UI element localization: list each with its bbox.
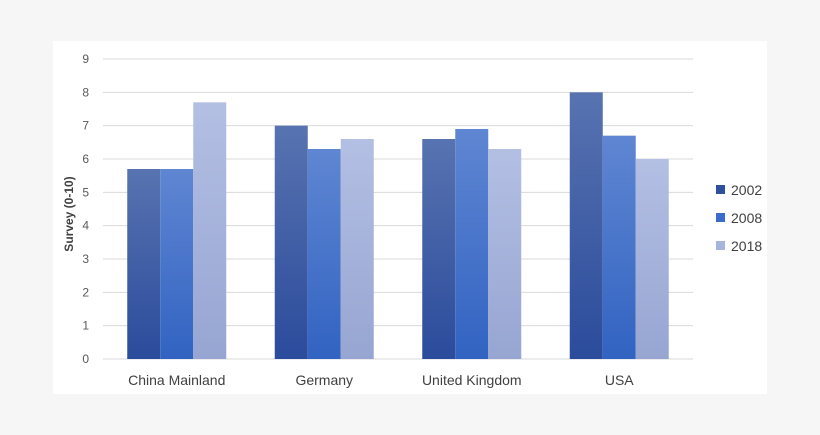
bar-2008-usa <box>602 135 636 359</box>
x-category-label: USA <box>605 372 634 388</box>
bar-2002-china-mainland <box>127 169 161 359</box>
legend-swatch <box>716 213 725 222</box>
y-tick-label: 7 <box>82 119 89 133</box>
x-category-label: United Kingdom <box>422 372 522 388</box>
y-tick-label: 4 <box>82 219 89 233</box>
x-category-label: China Mainland <box>128 372 225 388</box>
bar-2002-germany <box>274 125 308 360</box>
bar-2008-china-mainland <box>160 169 194 359</box>
x-category-label: Germany <box>295 372 353 388</box>
y-tick-label: 6 <box>82 152 89 166</box>
y-tick-label: 0 <box>82 352 89 366</box>
legend-label: 2008 <box>731 210 762 226</box>
bars <box>127 92 669 360</box>
y-axis-title: Survey (0-10) <box>62 176 76 251</box>
bar-chart: 0 1 2 3 4 5 6 7 8 9 China Mainland Germany United K… <box>62 52 762 388</box>
chart-container: 0 1 2 3 4 5 6 7 8 9 China Mainland Germany United K… <box>53 41 767 394</box>
bar-2018-united-kingdom <box>488 149 522 359</box>
legend-label: 2002 <box>731 182 762 198</box>
bar-2008-germany <box>307 149 341 359</box>
y-tick-label: 9 <box>82 52 89 66</box>
bar-2002-united-kingdom <box>422 139 456 359</box>
bar-2018-usa <box>635 159 669 359</box>
bar-2008-united-kingdom <box>455 129 489 359</box>
y-tick-label: 1 <box>82 319 89 333</box>
y-tick-label: 3 <box>82 252 89 266</box>
legend-swatch <box>716 241 725 250</box>
y-tick-label: 5 <box>82 185 89 199</box>
x-axis-categories: China Mainland Germany United Kingdom USA <box>128 372 634 388</box>
y-tick-label: 2 <box>82 285 89 299</box>
bar-2018-germany <box>340 139 374 359</box>
y-axis-ticks: 0 1 2 3 4 5 6 7 8 9 <box>82 52 89 366</box>
legend-label: 2018 <box>731 238 762 254</box>
bar-2018-china-mainland <box>193 102 227 360</box>
legend: 2002 2008 2018 <box>716 182 762 254</box>
y-tick-label: 8 <box>82 85 89 99</box>
legend-swatch <box>716 185 725 194</box>
bar-2002-usa <box>569 92 603 360</box>
